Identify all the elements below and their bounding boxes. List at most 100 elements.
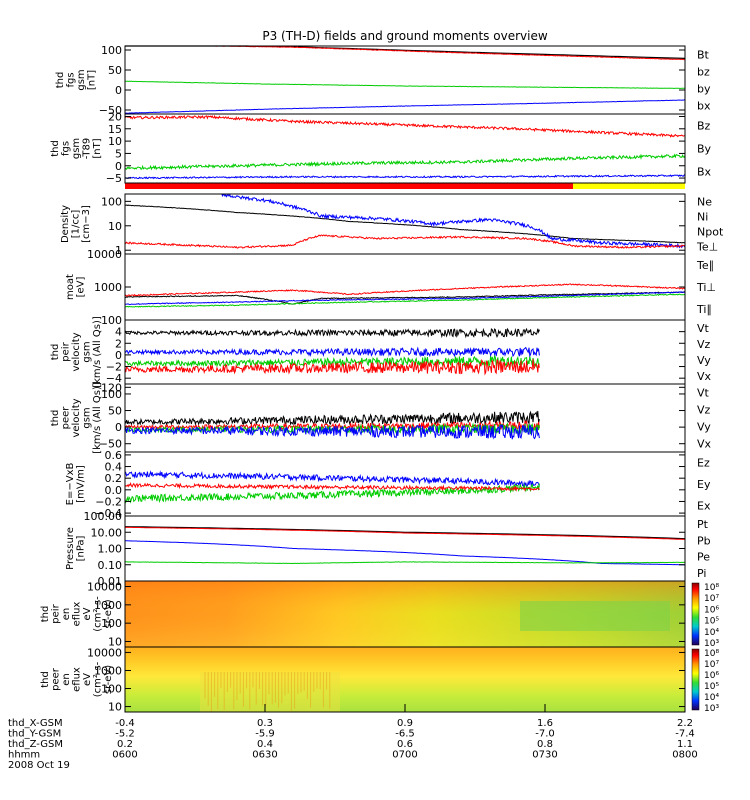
y-axis-label: Pressure [nPa] bbox=[65, 527, 87, 570]
legend-entry: Vy bbox=[697, 354, 711, 367]
legend-entry: Ti∥ bbox=[696, 303, 712, 316]
y-axis-label-line: [mV/m] bbox=[76, 465, 87, 503]
y-tick-label: −50 bbox=[99, 104, 122, 117]
y-tick-label: 100.00 bbox=[84, 510, 123, 523]
time-axis-date: 2008 Oct 19 bbox=[8, 760, 70, 771]
series-Pe-line bbox=[125, 561, 685, 565]
y-tick-label: 100 bbox=[101, 44, 122, 57]
y-axis-label-line: [km/s (All Qs)] bbox=[92, 316, 103, 388]
series-Ti-line bbox=[125, 291, 685, 306]
y-axis-label: Density [1/cc] [cm−3] bbox=[60, 205, 92, 243]
series-Pt-line bbox=[125, 526, 685, 540]
legend-entry: Ex bbox=[697, 499, 711, 512]
time-axis-value: -5.9 bbox=[255, 729, 275, 740]
time-axis-value: 0.6 bbox=[397, 739, 413, 750]
y-axis-label-line: peer bbox=[61, 406, 72, 430]
y-tick-label: 0 bbox=[115, 349, 122, 362]
legend-entry: Pt bbox=[697, 518, 709, 531]
y-tick-label: 100 bbox=[101, 314, 122, 327]
time-axis-row-label: thd_Z-GSM bbox=[8, 739, 63, 750]
legend-entry: Bt bbox=[697, 49, 710, 62]
legend-entry: Ey bbox=[697, 478, 711, 491]
y-axis-label-line: -T89 bbox=[82, 138, 93, 160]
y-axis-label-line: en bbox=[61, 608, 72, 621]
y-tick-label: 0 bbox=[115, 421, 122, 434]
colorbar-label: 10³ bbox=[704, 639, 719, 649]
y-tick-label: 1.00 bbox=[98, 543, 123, 556]
y-axis-label-line: gsm bbox=[71, 138, 82, 159]
y-tick-label: −0.2 bbox=[95, 495, 122, 508]
y-axis-label-line: peer bbox=[51, 667, 62, 691]
y-tick-label: 1000 bbox=[94, 664, 122, 677]
colorbar-scale bbox=[691, 582, 700, 646]
panel-frame bbox=[124, 515, 686, 582]
y-axis-label: thd peir velocity gsm [km/s (All Qs)] bbox=[50, 316, 103, 388]
colorbar-label: 10⁶ bbox=[704, 605, 719, 615]
y-tick-label: 15 bbox=[108, 123, 122, 136]
series-Bt-line bbox=[125, 45, 685, 59]
y-tick-label: 10 bbox=[108, 635, 122, 648]
y-axis-label-line: Density bbox=[60, 205, 71, 243]
series-Ez-line bbox=[125, 482, 540, 492]
series-Bz-line bbox=[125, 114, 685, 138]
legend-entry: Vz bbox=[697, 404, 711, 417]
y-tick-label: 0.0 bbox=[105, 484, 123, 497]
colorbar-label: 10³ bbox=[704, 704, 719, 714]
series-Ey-line bbox=[125, 483, 540, 504]
time-axis-value: 0.8 bbox=[537, 739, 553, 750]
colorbar-label: 10⁷ bbox=[704, 660, 719, 670]
y-axis-label-line: moat bbox=[65, 274, 76, 300]
y-axis-label-line: [cm−3] bbox=[81, 205, 92, 243]
time-axis-value: -6.5 bbox=[395, 729, 415, 740]
panel-density: 100 10 1 Density [1/cc] [cm−3] Ne Ni Npot Te⊥ bbox=[60, 193, 724, 257]
y-axis-label-line: velocity bbox=[71, 398, 82, 437]
y-tick-label: 100 bbox=[101, 195, 122, 208]
y-axis-label-line: thd bbox=[50, 140, 61, 157]
y-tick-label: 0.01 bbox=[98, 575, 123, 588]
time-axis-row-label: thd_X-GSM bbox=[8, 718, 63, 729]
time-axis-value: 0.2 bbox=[117, 739, 133, 750]
y-tick-label: 0.6 bbox=[105, 449, 123, 462]
time-axis-value: 1.6 bbox=[537, 718, 553, 729]
legend-entry: Ni bbox=[697, 211, 708, 224]
series-Ne-line bbox=[125, 204, 685, 244]
series-Vz-line bbox=[125, 358, 540, 376]
y-axis-label-line: thd bbox=[55, 72, 66, 89]
y-tick-label: 1 bbox=[115, 244, 122, 257]
y-axis-label: E=−VxB [mV/m] bbox=[65, 463, 87, 506]
time-axis-value: -7.4 bbox=[675, 729, 695, 740]
y-tick-label: 2 bbox=[115, 337, 122, 350]
y-tick-label: 1000 bbox=[94, 599, 122, 612]
legend-entry: Vx bbox=[697, 370, 712, 383]
colorbar-label: 10⁴ bbox=[704, 693, 719, 703]
panel-pressure: 100.00 10.00 1.00 0.10 0.01 Pressure [nPa] Pt Pb… bbox=[65, 510, 711, 588]
time-axis-value: -7.0 bbox=[535, 729, 555, 740]
time-axis-row-label: hhmm bbox=[8, 750, 40, 761]
series-Bx-line bbox=[125, 174, 685, 180]
y-tick-label: 0.10 bbox=[98, 559, 123, 572]
y-axis-label-line: [1/cc] bbox=[71, 210, 82, 239]
y-axis-label-line: (cm²-s- bbox=[93, 596, 104, 632]
y-axis-label-line: thd bbox=[50, 410, 61, 427]
y-axis-label-line: fgs bbox=[61, 141, 72, 156]
legend-entry: Pe bbox=[697, 551, 710, 564]
colorbar-scale bbox=[691, 648, 700, 711]
panel-frame bbox=[124, 113, 686, 184]
y-tick-label: 0.4 bbox=[105, 461, 123, 474]
time-axis-value: 0.3 bbox=[257, 718, 273, 729]
time-axis-value: 0800 bbox=[672, 750, 697, 761]
y-axis-label-line: [nT] bbox=[87, 70, 98, 90]
time-axis-value: 0630 bbox=[252, 750, 277, 761]
colorbar-label: 10⁸ bbox=[704, 649, 719, 659]
colorbar-label: 10⁸ bbox=[704, 583, 719, 593]
y-axis-label-line: peir bbox=[61, 341, 72, 361]
y-tick-label: 10000 bbox=[87, 646, 122, 659]
panel-fgs: 100 50 0 −50 thd fgs gsm [nT] Bt bz by bx bbox=[55, 44, 711, 117]
y-tick-label: −0.4 bbox=[95, 507, 122, 520]
y-axis-label-line: en bbox=[61, 673, 72, 686]
time-axis-value: 0.9 bbox=[397, 718, 413, 729]
y-axis-label-line: E=−VxB bbox=[65, 463, 76, 506]
legend-entry: Vz bbox=[697, 338, 711, 351]
